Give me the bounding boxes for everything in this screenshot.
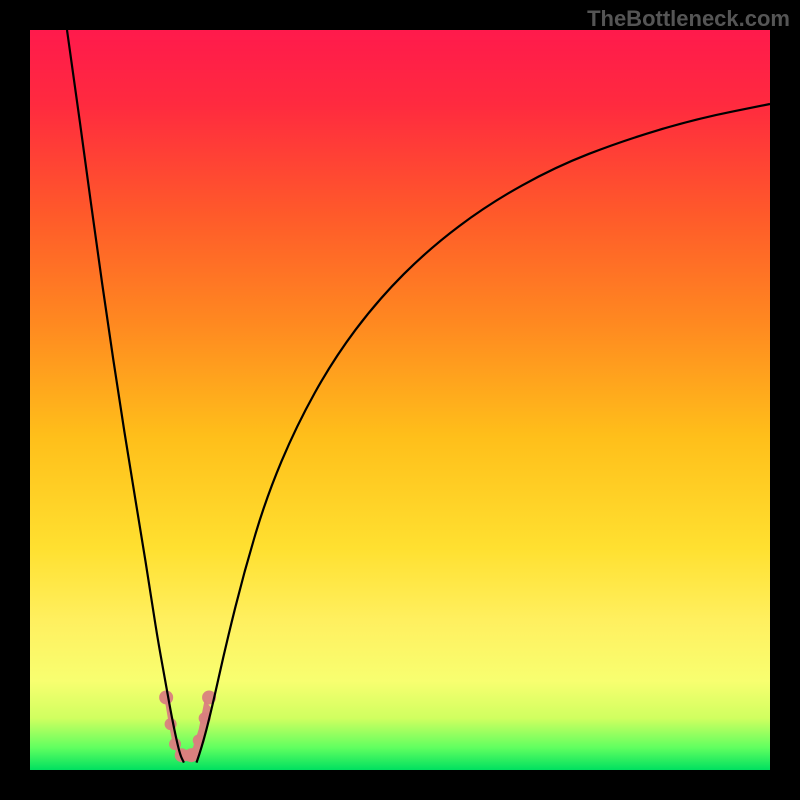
left-bottleneck-curve: [67, 30, 184, 763]
chart-container: TheBottleneck.com: [0, 0, 800, 800]
marker-u-blob: [165, 700, 211, 761]
watermark-text: TheBottleneck.com: [587, 6, 790, 32]
plot-area: [30, 30, 770, 770]
right-bottleneck-curve: [197, 104, 771, 763]
curves-layer: [30, 30, 770, 770]
